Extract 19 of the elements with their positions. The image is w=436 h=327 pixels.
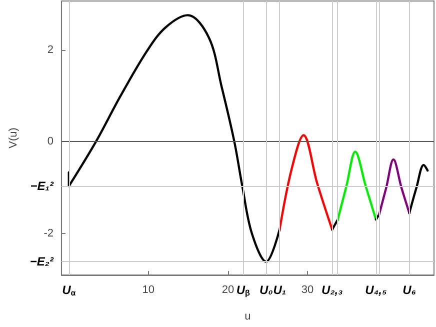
y-axis-title: V(u) — [8, 128, 20, 148]
y-tick-label: 2 — [47, 44, 54, 56]
x-tick-label: U₀ — [259, 283, 274, 297]
x-tick-label: U₁ — [273, 283, 286, 297]
y-tick-label: −E₁² — [30, 179, 54, 194]
line-series — [408, 164, 429, 214]
x-tick-label: 30 — [301, 284, 314, 296]
y-tick-label: 0 — [47, 136, 54, 148]
x-tick-label: U₄,₅ — [365, 283, 387, 297]
line-series — [68, 14, 281, 263]
x-axis-title: u — [244, 310, 251, 322]
x-tick-label: U₆ — [402, 283, 416, 297]
line-series — [378, 158, 410, 216]
line-series — [278, 134, 334, 231]
x-tick-label: U₂,₃ — [322, 283, 344, 297]
x-tick-label: 20 — [222, 284, 234, 296]
x-tick-label: 10 — [142, 284, 155, 296]
y-tick-label: -2 — [44, 227, 54, 240]
y-tick-label: −E₂² — [30, 254, 54, 269]
